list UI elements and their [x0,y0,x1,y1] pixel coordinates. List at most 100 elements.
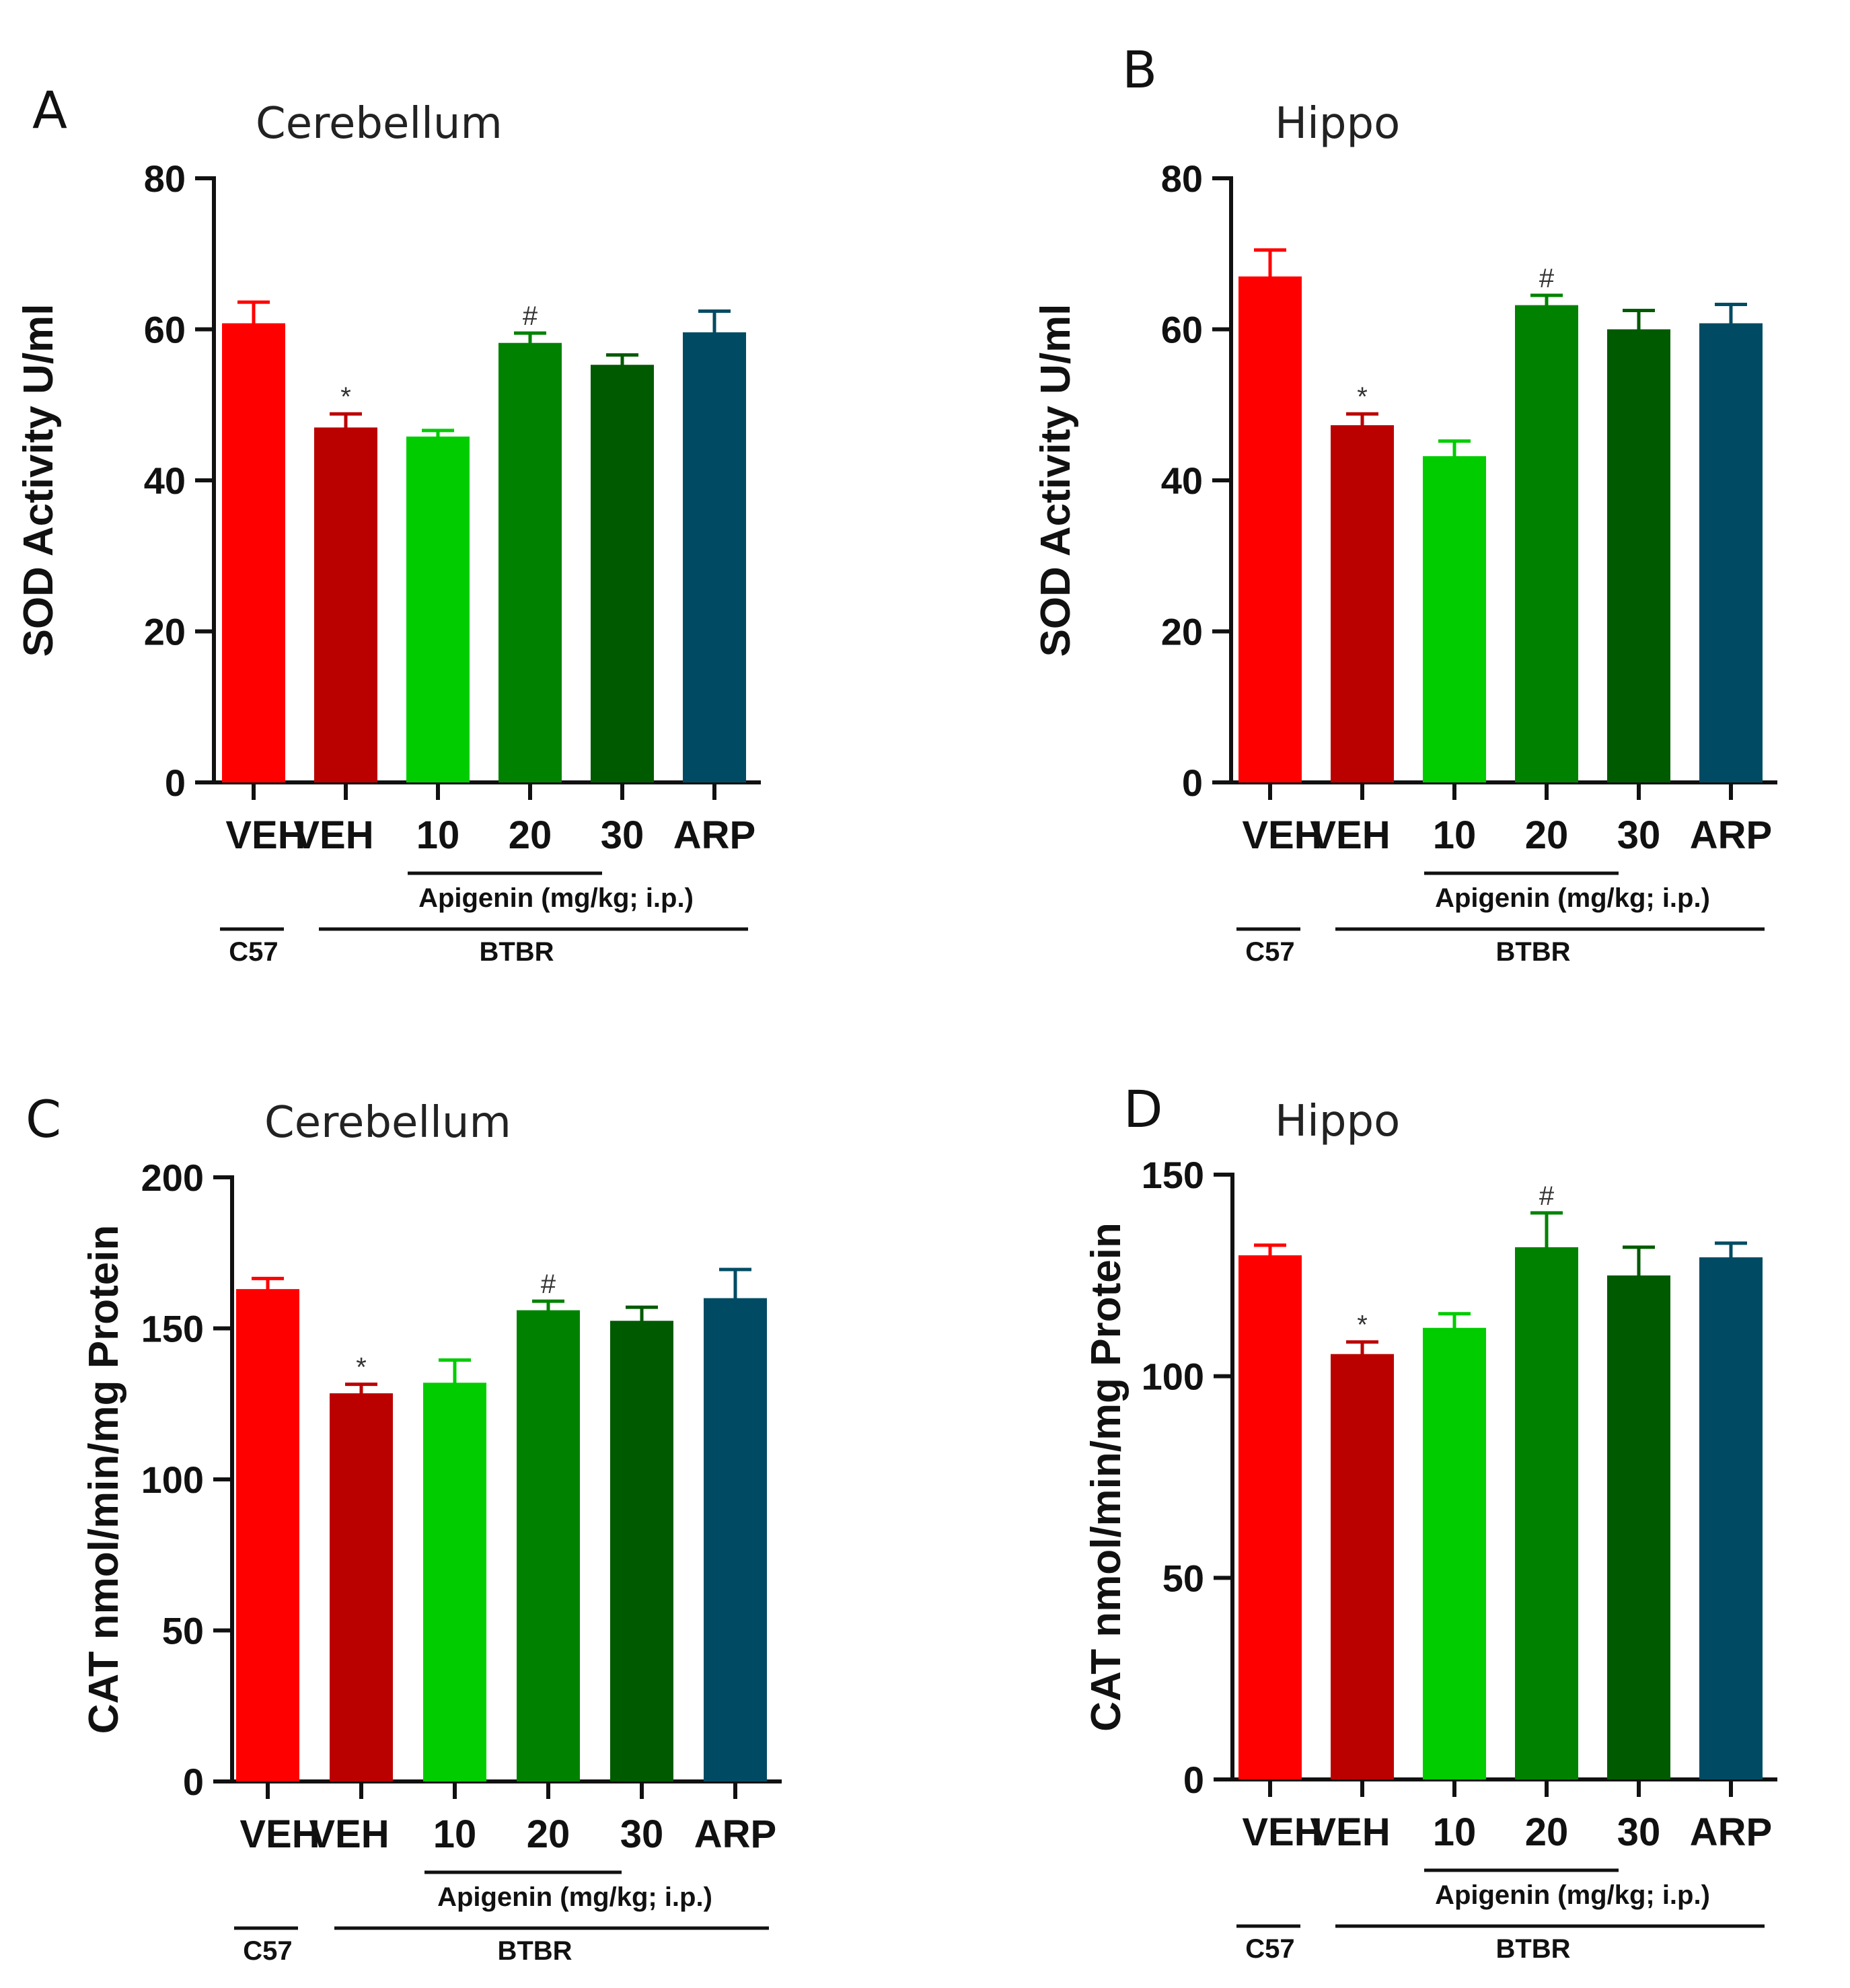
category-label: 30 [620,1812,664,1856]
bar [1423,1327,1486,1779]
y-tick-label: 150 [141,1308,204,1350]
category-label: 30 [601,813,644,857]
bar [498,342,562,783]
y-tick-label: 60 [1161,309,1203,351]
y-tick-label: 60 [144,309,186,351]
bar [517,1310,580,1781]
significance-marker: # [1539,1181,1555,1211]
bar [222,323,285,782]
bar [704,1298,767,1781]
c57-group-label: C57 [229,937,278,967]
y-tick-label: 0 [1183,1759,1204,1801]
bar [1331,1354,1394,1779]
panel-title: Cerebellum [264,1098,511,1148]
significance-marker: * [356,1353,367,1383]
y-tick-label: 0 [165,762,186,804]
category-label: 20 [1525,1810,1569,1854]
btbr-group-label: BTBR [1495,937,1570,967]
significance-marker: * [1357,382,1368,412]
category-label: 30 [1617,1810,1661,1854]
y-tick-label: 100 [1142,1356,1204,1398]
y-tick-label: 20 [1161,611,1203,653]
category-label: VEH [225,813,305,857]
category-label: VEH [1310,1810,1390,1854]
panel-c: C Cerebellum CAT nmol/min/mg Protein 0 50 100… [26,1089,782,1966]
significance-marker: * [1357,1311,1368,1340]
y-axis-label: CAT nmol/min/mg Protein [1083,1222,1130,1732]
y-tick-label: 40 [144,459,186,502]
panel-letter: C [26,1089,61,1149]
y-tick-label: 100 [141,1459,204,1501]
category-label: 20 [509,813,552,857]
category-label: VEH [293,813,373,857]
category-label: VEH [1242,1810,1322,1854]
bar [423,1383,486,1781]
bar [683,332,746,782]
btbr-group-label: BTBR [479,937,554,967]
category-label: 10 [1433,813,1477,857]
category-label: 10 [433,1812,477,1856]
bar [1607,1275,1670,1779]
panel-letter: A [32,80,67,140]
panel-letter: B [1122,40,1157,100]
bar [1515,1247,1578,1779]
bar [591,365,654,782]
category-label: 30 [1617,813,1661,857]
y-tick-label: 50 [1162,1557,1204,1599]
panel-title: Cerebellum [256,99,503,149]
y-tick-label: 150 [1142,1154,1204,1196]
c57-group-label: C57 [243,1936,292,1966]
bar [1238,1255,1302,1779]
y-tick-label: 40 [1161,459,1203,502]
y-tick-label: 200 [141,1156,204,1199]
bar [1699,1257,1763,1779]
y-tick-label: 0 [1182,762,1203,804]
category-label: VEH [1310,813,1390,857]
panel-d: D Hippo CAT nmol/min/mg Protein 0 50 100 150 VE… [1083,1079,1777,1964]
category-label: VEH [1242,813,1322,857]
bar [314,427,377,782]
apigenin-group-label: Apigenin (mg/kg; i.p.) [1435,1880,1710,1910]
bar [1607,329,1670,782]
bar [406,436,470,782]
category-label: VEH [309,1812,389,1856]
y-tick-label: 80 [144,157,186,200]
category-label: 10 [1433,1810,1477,1854]
bar [1699,323,1763,782]
category-label: ARP [673,813,755,857]
bar [1331,425,1394,782]
bar [1238,276,1302,782]
y-axis-label: SOD Activity U/ml [1033,304,1079,657]
y-tick-label: 50 [162,1610,204,1652]
significance-marker: * [340,382,351,412]
y-axis-label: CAT nmol/min/mg Protein [81,1225,127,1734]
apigenin-group-label: Apigenin (mg/kg; i.p.) [418,883,694,913]
apigenin-group-label: Apigenin (mg/kg; i.p.) [1435,883,1710,913]
panel-a: A Cerebellum SOD Activity U/ml 0 20 40 60 80 VEH… [15,80,761,967]
category-label: 20 [527,1812,570,1856]
significance-marker: # [1539,264,1555,293]
significance-marker: # [523,301,538,331]
y-tick-label: 0 [183,1761,204,1803]
y-tick-label: 20 [144,611,186,653]
significance-marker: # [541,1269,556,1299]
bar [1423,456,1486,782]
panel-letter: D [1123,1079,1163,1139]
panel-title: Hippo [1275,1097,1400,1146]
category-label: ARP [694,1812,776,1856]
category-label: ARP [1690,1810,1772,1854]
c57-group-label: C57 [1245,1934,1294,1964]
category-label: 20 [1525,813,1569,857]
bar [610,1321,673,1781]
bar [1515,305,1578,783]
panel-title: Hippo [1275,99,1400,149]
category-label: ARP [1690,813,1772,857]
bar [330,1393,393,1781]
category-label: 10 [416,813,460,857]
apigenin-group-label: Apigenin (mg/kg; i.p.) [437,1882,712,1912]
btbr-group-label: BTBR [1495,1934,1570,1964]
c57-group-label: C57 [1245,937,1294,967]
bar [236,1289,299,1781]
